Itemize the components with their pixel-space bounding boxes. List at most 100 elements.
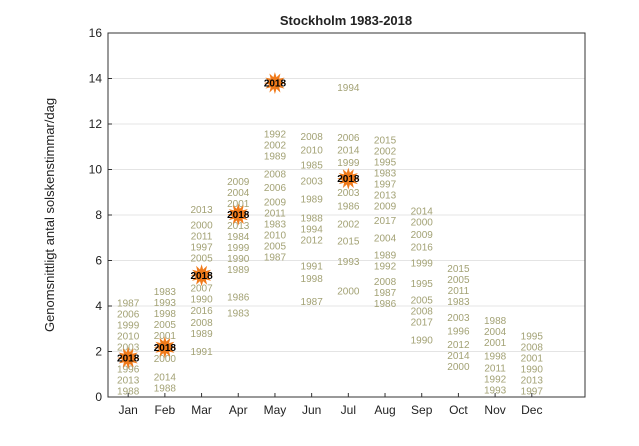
year-label-point: 1995: [411, 279, 434, 290]
year-label-point: 1999: [337, 158, 360, 169]
year-label-point: 1988: [301, 214, 324, 225]
year-label-point: 2014: [447, 351, 470, 362]
year-label-point: 1999: [117, 321, 140, 332]
year-label-point: 1997: [190, 243, 213, 254]
y-tick-label: 10: [89, 163, 103, 177]
year-label-point: 2006: [337, 133, 360, 144]
y-tick-label: 4: [95, 299, 102, 313]
year-label-point: 1986: [374, 299, 397, 310]
year-label-point: 1998: [301, 274, 324, 285]
y-tick-label: 16: [89, 26, 103, 40]
x-tick-label: Oct: [449, 403, 468, 417]
year-label-point: 1988: [117, 387, 140, 398]
year-label-point: 2005: [447, 275, 470, 286]
year-label-point: 1989: [374, 251, 397, 262]
highlight-year-label: 2018: [337, 174, 360, 185]
year-label-point: 1985: [301, 160, 324, 171]
year-label-point: 1987: [117, 299, 140, 310]
year-label-point: 2002: [264, 140, 287, 151]
x-tick-label: Jun: [302, 403, 321, 417]
year-label-point: 2008: [374, 277, 397, 288]
year-label-point: 1983: [227, 308, 250, 319]
year-label-point: 1998: [484, 352, 507, 363]
year-label-point: 2002: [337, 220, 360, 231]
year-label-point: 2013: [521, 376, 544, 387]
year-label-point: 2000: [154, 354, 177, 365]
year-label-point: 2010: [264, 231, 287, 242]
year-label-point: 2010: [117, 332, 140, 343]
year-label-point: 2011: [484, 364, 506, 375]
highlight-year-label: 2018: [154, 343, 177, 354]
year-label-point: 2008: [521, 343, 544, 354]
year-label-point: 1999: [227, 243, 250, 254]
year-label-point: 1984: [227, 232, 250, 243]
year-label-point: 2016: [411, 242, 434, 253]
year-label-point: 1994: [301, 225, 324, 236]
year-label-point: 2006: [264, 183, 287, 194]
year-label-point: 2009: [411, 230, 434, 241]
year-label-point: 1993: [484, 386, 507, 397]
year-label-point: 2003: [337, 188, 360, 199]
year-label-point: 2008: [301, 132, 324, 143]
year-label-point: 1991: [190, 347, 213, 358]
year-label-point: 1996: [447, 327, 470, 338]
year-label-point: 2012: [301, 236, 324, 247]
x-tick-label: Nov: [484, 403, 505, 417]
year-label-point: 2000: [337, 287, 360, 298]
year-label-point: 2008: [411, 306, 434, 317]
year-label-point: 1990: [411, 336, 434, 347]
axis-ticks: 0 2 4 6 8 10 12 14 16 Jan Feb Mar Apr May Jun Jul Aug Sep…: [89, 26, 543, 417]
year-label-point: 2004: [374, 233, 397, 244]
grid: [108, 78, 585, 352]
highlight-star-icon: [117, 347, 140, 369]
year-label-point: 1987: [374, 288, 397, 299]
year-label-point: 1995: [374, 157, 397, 168]
year-label-point: 2003: [447, 313, 470, 324]
year-label-point: 1996: [117, 365, 140, 376]
year-label-point: 1991: [301, 262, 324, 273]
year-label-point: 2013: [374, 190, 397, 201]
year-label-point: 1992: [374, 262, 397, 273]
chart-title: Stockholm 1983-2018: [280, 13, 412, 28]
year-label-point: 1993: [154, 298, 177, 309]
y-tick-label: 2: [95, 345, 102, 359]
year-label-point: 2014: [411, 206, 434, 217]
year-label-point: 1990: [190, 295, 213, 306]
highlight-star-icon: [153, 336, 176, 359]
year-label-point: 1987: [301, 297, 324, 308]
year-label-point: 2002: [374, 146, 397, 157]
year-label-point: 2006: [117, 310, 140, 321]
y-tick-label: 12: [89, 117, 103, 131]
year-label-point: 2015: [447, 264, 470, 275]
x-tick-label: Feb: [155, 403, 176, 417]
year-label-point: 2005: [411, 295, 434, 306]
year-label-point: 2005: [264, 242, 287, 253]
year-label-point: 1998: [154, 309, 177, 320]
y-tick-label: 6: [95, 254, 102, 268]
highlight-star-icon: [263, 72, 286, 95]
year-label-point: 2000: [411, 217, 434, 228]
year-label-point: 1986: [227, 292, 250, 303]
year-label-point: 1983: [374, 168, 397, 179]
year-label-point: 1983: [447, 297, 470, 308]
year-label-point: 2004: [227, 188, 250, 199]
year-label-point: 2008: [264, 170, 287, 181]
year-label-point: 1989: [301, 195, 324, 206]
year-label-point: 2005: [154, 320, 177, 331]
x-tick-label: Dec: [521, 403, 542, 417]
highlight-star-icon: [190, 264, 213, 287]
year-label-point: 1992: [484, 375, 507, 386]
year-label-point: 2015: [337, 237, 360, 248]
year-label-point: 2008: [190, 318, 213, 329]
x-tick-label: Jan: [119, 403, 138, 417]
year-label-point: 1997: [521, 387, 544, 398]
year-label-point: 2014: [154, 372, 177, 383]
data-marks: 1988201319962003201019992006198720181988…: [117, 72, 544, 398]
year-label-point: 2005: [190, 254, 213, 265]
year-label-point: 1992: [264, 129, 287, 140]
year-label-point: 1995: [521, 332, 544, 343]
year-label-point: 1994: [337, 83, 360, 94]
highlight-star-icon: [337, 167, 360, 190]
year-label-point: 2009: [227, 177, 250, 188]
